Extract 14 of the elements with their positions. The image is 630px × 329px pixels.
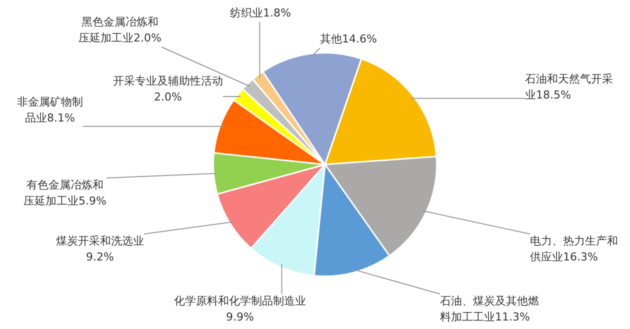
slice-label: 有色金属冶炼和压延加工业5.9% [24,178,106,208]
slice-label: 黑色金属冶炼和压延加工业2.0% [78,15,162,44]
slice-label: 开采专业及辅助性活动 [113,74,223,88]
slice-label: 其他14.6% [320,32,377,46]
slice-label: 非金属矿物制品业8.1% [17,95,83,124]
slice-label: 电力、热力生产和供应业16.3% [530,234,618,264]
slice-label: 石油和天然气开采业18.5% [525,72,613,102]
data-label: 9.9% [226,310,254,324]
data-label: 9.2% [86,250,114,264]
slice-label: 石油、煤炭及其他燃料加工工业11.3% [440,294,539,324]
data-label: 2.0% [154,90,182,104]
slice-label: 化学原料和化学制品制造业 [174,294,306,308]
slice-label: 煤炭开采和洗选业 [56,234,144,248]
slice-label: 纺织业1.8% [230,6,291,20]
